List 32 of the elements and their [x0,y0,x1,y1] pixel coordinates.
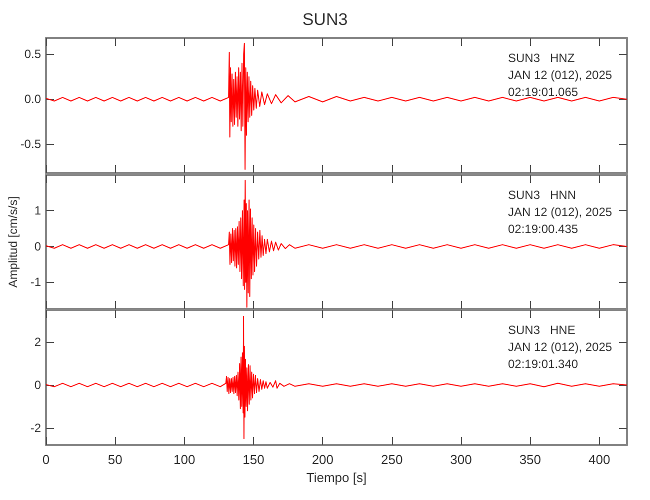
y-tick-label: 1 [34,203,42,218]
y-tick-label: 0 [34,239,42,254]
annotation: JAN 12 (012), 2025 [508,68,612,82]
y-tick-label: -2 [30,421,42,436]
annotation: 02:19:01.065 [508,85,578,99]
annotation: JAN 12 (012), 2025 [508,340,612,354]
line-series [46,42,628,170]
y-axis-title: Amplitud [cm/s/s] [6,196,20,288]
x-tick-label: 250 [380,452,403,468]
annotation: SUN3 HNZ [508,51,575,65]
annotation: JAN 12 (012), 2025 [508,204,612,219]
y-tick-label: 0.0 [24,92,42,106]
y-tick-label: 0.5 [24,47,42,62]
annotation: SUN3 HNN [508,188,576,202]
x-tick-label: 50 [108,452,122,468]
x-tick-label: 150 [242,452,264,468]
line-series [46,316,628,440]
y-tick-label: 0 [34,378,42,392]
y-tick-label: -0.5 [20,137,42,152]
y-tick-label: -1 [30,274,42,289]
annotation: 02:19:00.435 [508,222,578,236]
x-tick-label: 300 [450,452,472,468]
x-tick-label: 400 [588,452,610,468]
x-axis-title: Tiempo [s] [306,470,367,486]
chart-title: SUN3 [302,10,348,29]
x-tick-label: 200 [312,452,334,468]
y-tick-label: 2 [34,335,42,350]
line-series [46,180,628,308]
annotation: 02:19:01.340 [508,357,578,372]
x-tick-label: 350 [519,452,542,468]
annotation: SUN3 HNE [508,323,576,338]
x-tick-label: 100 [173,452,196,468]
